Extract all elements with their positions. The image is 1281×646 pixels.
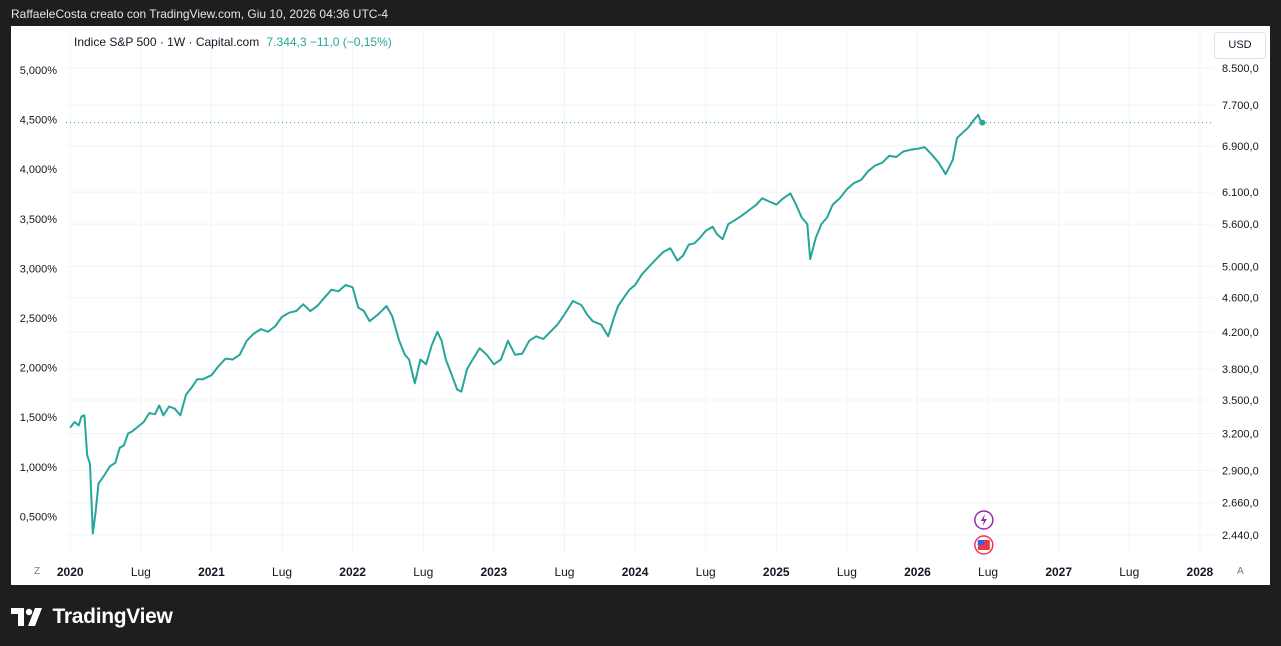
x-axis-tick-label: 2025: [763, 565, 790, 579]
x-axis-tick-label: Lug: [554, 565, 574, 579]
right-axis-tick-label: 5.600,0: [1222, 219, 1259, 231]
chart-area[interactable]: 8.500,0 7.700,0 6.900,0 6.100,0 5.600,0 5.000…: [11, 26, 1270, 585]
price-chart[interactable]: 8.500,0 7.700,0 6.900,0 6.100,0 5.600,0 5.000…: [11, 26, 1270, 585]
series-line: [69, 113, 983, 535]
left-axis-tick-label: 3,000%: [20, 263, 58, 275]
tradingview-logo-text: TradingView: [52, 605, 173, 628]
chart-author-title: RaffaeleCosta creato con TradingView.com…: [11, 7, 389, 21]
right-axis-tick-label: 5.000,0: [1222, 262, 1259, 274]
right-axis-tick-label: 6.900,0: [1222, 141, 1259, 153]
x-axis-tick-label: Lug: [696, 565, 716, 579]
left-axis-tick-label: 2,500%: [20, 313, 58, 325]
x-axis-tick-label: Lug: [413, 565, 433, 579]
footer: TradingView: [0, 586, 1281, 646]
right-axis-tick-label: 3.200,0: [1222, 429, 1259, 441]
right-axis-tick-label: 2.440,0: [1222, 530, 1259, 542]
left-axis-tick-label: 3,500%: [20, 214, 58, 226]
us-flag-canton-icon: [977, 540, 984, 545]
x-axis-tick-label: 2022: [339, 565, 366, 579]
symbol-legend[interactable]: Indice S&P 500 · 1W · Capital.com 7.344,…: [74, 35, 392, 49]
right-axis-tick-label: 3.500,0: [1222, 395, 1259, 407]
last-price-change: 7.344,3 −11,0 (−0,15%): [266, 35, 392, 49]
x-axis-tick-label: 2027: [1045, 565, 1072, 579]
x-axis-tick-label: Lug: [978, 565, 998, 579]
right-axis-tick-label: 4.200,0: [1222, 327, 1259, 339]
left-axis-tick-label: 1,000%: [20, 462, 58, 474]
right-axis-tick-label: 2.660,0: [1222, 498, 1259, 510]
auto-scale-button[interactable]: A: [1237, 566, 1244, 577]
zoom-button[interactable]: Z: [34, 566, 41, 577]
chart-header: RaffaeleCosta creato con TradingView.com…: [0, 0, 1281, 26]
left-axis-tick-label: 1,500%: [20, 412, 58, 424]
right-axis-tick-label: 8.500,0: [1222, 63, 1259, 75]
last-price-marker: [979, 119, 986, 126]
tradingview-logo[interactable]: TradingView: [11, 605, 173, 629]
right-axis-tick-label: 4.600,0: [1222, 293, 1259, 305]
x-axis-tick-label: 2021: [198, 565, 225, 579]
left-axis-tick-label: 2,000%: [20, 363, 58, 375]
right-axis-tick-label: 3.800,0: [1222, 364, 1259, 376]
x-axis-tick-label: Lug: [837, 565, 857, 579]
left-axis-tick-label: 0,500%: [20, 511, 58, 523]
x-axis-tick-label: Lug: [272, 565, 292, 579]
x-axis-tick-label: Lug: [131, 565, 151, 579]
x-axis-tick-label: 2028: [1187, 565, 1214, 579]
symbol-name: Indice S&P 500 · 1W · Capital.com: [74, 35, 260, 49]
left-axis-tick-label: 5,000%: [20, 65, 58, 77]
right-axis-tick-label: 2.900,0: [1222, 465, 1259, 477]
tradingview-logo-icon: [11, 608, 43, 627]
right-axis-tick-label: 6.100,0: [1222, 187, 1259, 199]
x-axis-tick-label: 2020: [57, 565, 84, 579]
right-axis-tick-label: 7.700,0: [1222, 100, 1259, 112]
x-axis-tick-label: Lug: [1119, 565, 1139, 579]
x-axis-tick-label: 2024: [622, 565, 649, 579]
left-axis-tick-label: 4,000%: [20, 164, 58, 176]
currency-button[interactable]: USD: [1214, 32, 1266, 59]
x-axis-tick-label: 2023: [481, 565, 508, 579]
left-axis-tick-label: 4,500%: [20, 115, 58, 127]
x-axis-tick-label: 2026: [904, 565, 931, 579]
lightning-bolt-icon: [980, 514, 987, 526]
